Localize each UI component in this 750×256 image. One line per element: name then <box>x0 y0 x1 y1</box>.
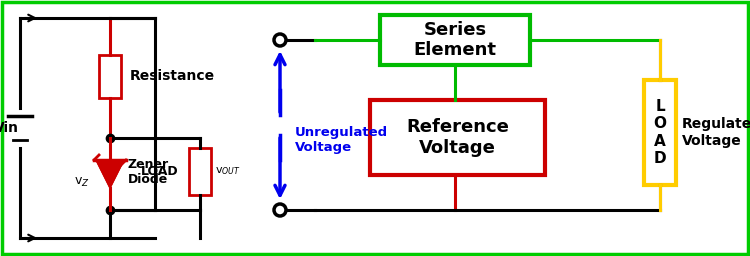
Text: LOAD: LOAD <box>141 165 178 178</box>
Bar <box>99 55 121 98</box>
Bar <box>189 148 211 195</box>
Text: Regulated
Voltage: Regulated Voltage <box>682 118 750 148</box>
Text: Unregulated
Voltage: Unregulated Voltage <box>295 126 388 154</box>
Text: v$_Z$: v$_Z$ <box>74 175 90 189</box>
Text: Zener
Diode: Zener Diode <box>128 158 170 186</box>
Text: Series
Element: Series Element <box>413 20 497 59</box>
Text: v$_{OUT}$: v$_{OUT}$ <box>215 166 241 177</box>
Text: Resistance: Resistance <box>130 69 215 83</box>
Bar <box>370 100 545 175</box>
Text: L
O
A
D: L O A D <box>653 99 667 166</box>
Text: Vin: Vin <box>0 121 19 135</box>
Polygon shape <box>96 160 124 188</box>
Text: Reference
Voltage: Reference Voltage <box>406 118 509 157</box>
Bar <box>380 15 530 65</box>
Bar <box>644 80 676 185</box>
